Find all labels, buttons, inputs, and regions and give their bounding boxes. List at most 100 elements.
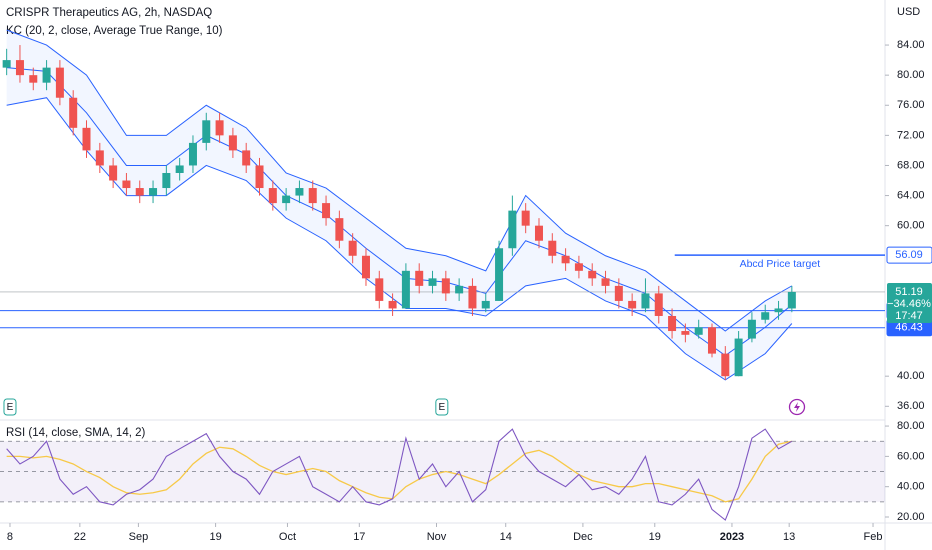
x-tick-label: 19 — [649, 531, 661, 543]
candle-body — [388, 300, 397, 309]
dividend-icon — [788, 398, 806, 416]
rsi-y-tick-label: 60.00 — [897, 450, 925, 462]
candle-body — [747, 319, 756, 339]
candle-body — [654, 293, 663, 316]
y-tick-label: 60.00 — [897, 220, 925, 232]
candle-body — [614, 285, 623, 301]
candle-body — [561, 255, 570, 264]
y-tick-label: 76.00 — [897, 99, 925, 111]
y-tick-label: 36.00 — [897, 400, 925, 412]
x-tick-label: 13 — [783, 531, 795, 543]
candle-body — [534, 225, 543, 241]
candle-body — [29, 75, 38, 83]
y-tick-label: 72.00 — [897, 129, 925, 141]
indicator-label: KC (20, 2, close, Average True Range, 10… — [6, 25, 223, 37]
candle-body — [707, 327, 716, 354]
candle-body — [787, 291, 796, 309]
price-label: 56.09 — [895, 249, 923, 261]
x-tick-label: 17 — [353, 531, 365, 543]
candle-body — [468, 285, 477, 309]
candle-body — [268, 188, 277, 204]
price-label: 46.43 — [895, 322, 923, 334]
candle-body — [574, 263, 583, 271]
x-tick-label: 19 — [209, 531, 221, 543]
candle-body — [721, 353, 730, 377]
event-icon — [3, 398, 17, 416]
price-label-box — [886, 246, 932, 264]
candle-body — [109, 165, 118, 181]
candle-body — [335, 218, 344, 241]
candle-body — [548, 240, 557, 256]
candle-body — [455, 285, 464, 294]
candle-body — [495, 248, 504, 301]
x-tick-label: 14 — [500, 531, 512, 543]
candle-body — [162, 172, 171, 189]
event-icon — [435, 398, 449, 416]
x-tick-label: Nov — [427, 531, 447, 543]
candle-body — [322, 203, 331, 219]
candle-body — [761, 312, 770, 320]
x-tick-label: Oct — [279, 531, 296, 543]
candle-body — [481, 300, 490, 309]
candle-body — [668, 315, 677, 332]
candle-body — [734, 338, 743, 377]
candle-body — [401, 270, 410, 309]
candle-body — [588, 270, 597, 279]
candle-body — [415, 270, 424, 286]
rsi-sma-line — [6, 440, 792, 503]
candle-body — [628, 300, 637, 309]
candle-body — [55, 67, 64, 98]
x-tick-label: Feb — [864, 531, 883, 543]
last-price: 51.19 — [895, 286, 923, 298]
candle-body — [228, 135, 237, 151]
x-tick-label: Dec — [573, 531, 593, 543]
y-tick-label: 68.00 — [897, 159, 925, 171]
rsi-line — [6, 428, 793, 521]
line-annotation: Abcd Price target — [740, 258, 821, 270]
candle-body — [95, 150, 104, 166]
last-price-box — [887, 282, 932, 323]
candle-body — [82, 127, 91, 151]
candle-body — [42, 67, 51, 83]
x-tick-label: Sep — [129, 531, 149, 543]
candle-body — [282, 195, 291, 204]
currency: USD — [897, 6, 920, 18]
candle-body — [681, 331, 690, 335]
candle-body — [508, 210, 517, 249]
candle-body — [69, 97, 78, 128]
candle-body — [122, 180, 131, 189]
rsi-y-tick-label: 40.00 — [897, 481, 925, 493]
event-label: E — [7, 402, 14, 413]
candle-body — [428, 278, 437, 286]
candle-body — [375, 278, 384, 301]
y-tick-label: 84.00 — [897, 39, 925, 51]
candle-body — [188, 142, 197, 166]
rsi-label: RSI (14, close, SMA, 14, 2) — [6, 427, 146, 439]
channel-upper — [6, 29, 793, 332]
candle-body — [15, 60, 24, 76]
candle-body — [202, 120, 211, 143]
candle-body — [441, 278, 450, 294]
y-tick-label: 80.00 — [897, 69, 925, 81]
candle-body — [242, 150, 251, 166]
candle-body — [255, 165, 264, 189]
candle-body — [521, 210, 530, 226]
channel-fill — [6, 30, 792, 380]
candle-body — [149, 188, 158, 196]
candle-body — [694, 327, 703, 335]
change-label: −34.46% — [887, 298, 931, 310]
y-tick-label: 40.00 — [897, 370, 925, 382]
x-tick-label: 22 — [74, 531, 86, 543]
candle-body — [348, 240, 357, 256]
countdown: 17:47 — [895, 310, 923, 322]
event-label: E — [438, 402, 445, 413]
candle-body — [175, 165, 184, 173]
candle-body — [215, 120, 224, 136]
candle-body — [774, 308, 783, 313]
candle-body — [135, 188, 144, 196]
candle-body — [361, 255, 370, 279]
candle-body — [308, 188, 317, 204]
rsi-y-tick-label: 80.00 — [897, 420, 925, 432]
